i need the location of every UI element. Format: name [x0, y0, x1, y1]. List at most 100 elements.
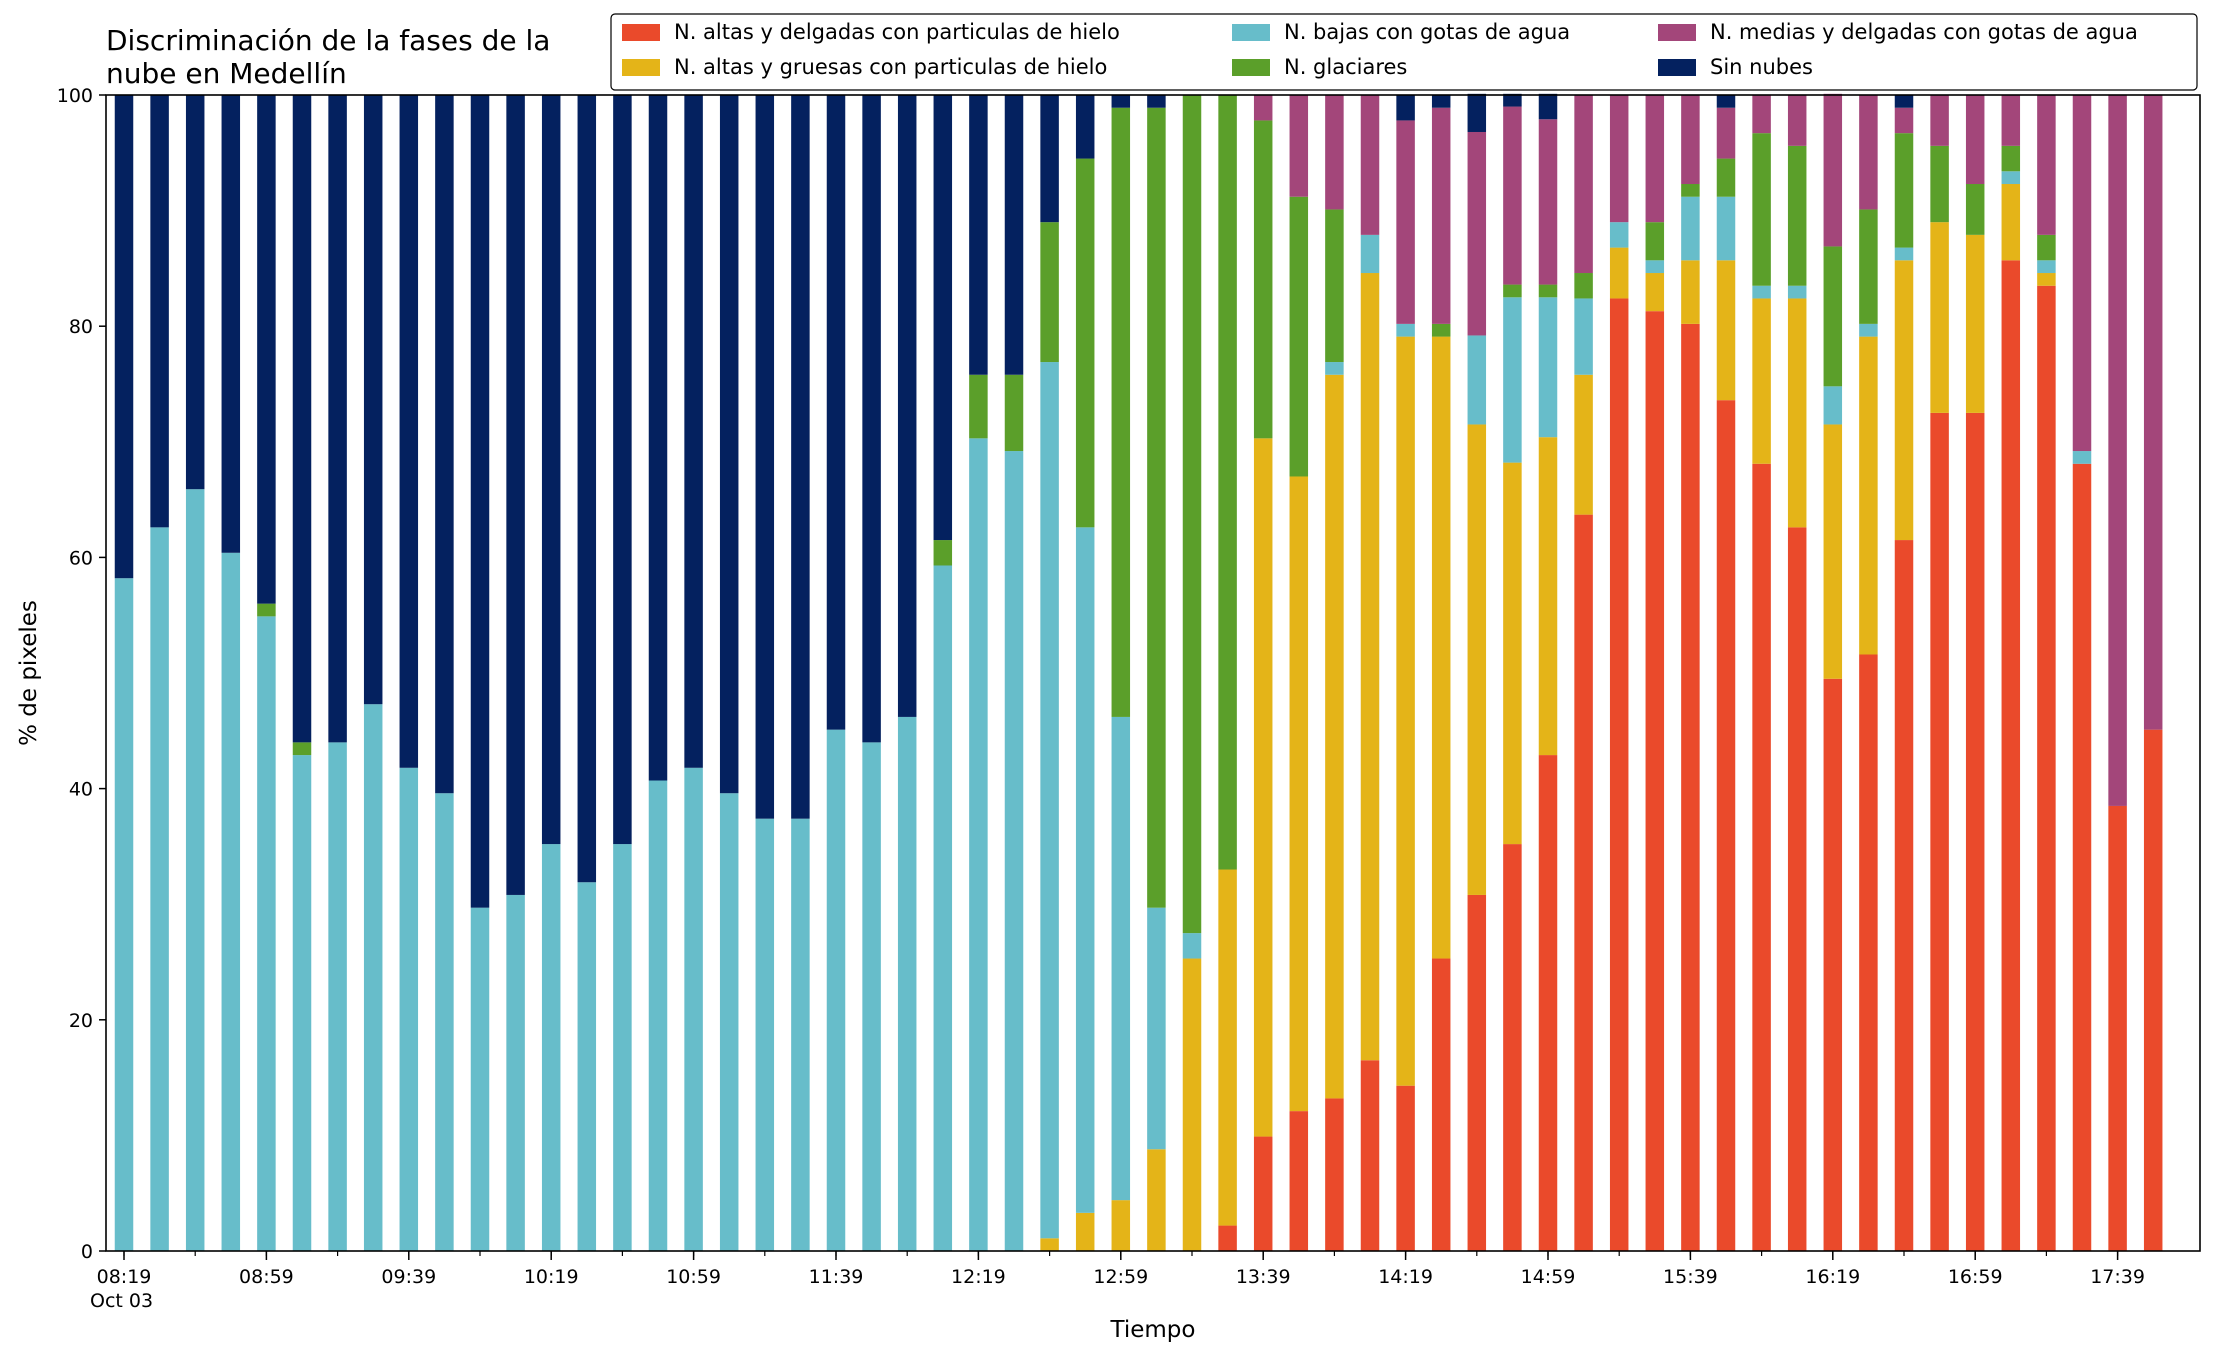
bar-segment-s1-50 [1894, 260, 1914, 541]
bar-segment-s3-5 [292, 742, 312, 756]
bar-segment-s2-28 [1111, 716, 1131, 1201]
bar-segment-s4-40 [1538, 119, 1558, 285]
bar-segment-s0-41 [1574, 514, 1593, 1251]
bar-segment-s0-32 [1253, 1136, 1273, 1251]
bar-segment-s5-10 [470, 95, 490, 908]
bar-segment-s5-17 [719, 95, 739, 794]
bar-segment-s2-40 [1538, 297, 1558, 438]
bar-segment-s3-49 [1859, 209, 1878, 324]
bar-segment-s2-47 [1787, 285, 1807, 299]
bar-segment-s0-48 [1823, 678, 1843, 1251]
bar-segment-s1-41 [1574, 374, 1593, 515]
bar-segment-s2-41 [1574, 298, 1593, 375]
bar-segment-s4-42 [1609, 95, 1629, 223]
bar-segment-s4-39 [1503, 106, 1522, 285]
bar-segment-s5-45 [1716, 95, 1736, 108]
bar-segment-s4-34 [1325, 95, 1344, 210]
bar-segment-s5-50 [1894, 95, 1914, 108]
bar-segment-s2-55 [2072, 451, 2092, 464]
bar-segment-s5-8 [399, 95, 419, 768]
bar-segment-s3-24 [969, 374, 988, 439]
bar-segment-s0-53 [2001, 260, 2021, 1251]
bar-segment-s0-45 [1716, 400, 1736, 1251]
bar-segment-s2-0 [114, 578, 134, 1251]
bar-segment-s2-48 [1823, 386, 1843, 425]
bar-segment-s2-11 [506, 894, 525, 1251]
x-tick-label: 08:19 [97, 1266, 152, 1288]
bar-segment-s2-49 [1859, 323, 1878, 337]
bar-segment-s2-17 [719, 793, 739, 1251]
bar-segment-s2-24 [969, 438, 988, 1252]
bar-segment-s3-52 [1965, 184, 1985, 235]
bar-segment-s3-30 [1182, 95, 1202, 934]
bar-segment-s3-40 [1538, 284, 1558, 298]
bar-segment-s2-46 [1752, 285, 1771, 299]
bar-segment-s1-52 [1965, 234, 1985, 413]
chart-title-line-2: nube en Medellín [106, 57, 347, 90]
legend-label: N. altas y gruesas con particulas de hie… [674, 55, 1107, 79]
bar-segment-s0-57 [2143, 729, 2163, 1251]
bar-segment-s2-15 [648, 780, 668, 1251]
bar-segment-s1-29 [1147, 1149, 1166, 1251]
bar-segment-s2-53 [2001, 171, 2021, 185]
bar-segment-s1-31 [1218, 869, 1237, 1226]
x-tick-label: 11:39 [809, 1266, 864, 1288]
bar-segment-s0-39 [1503, 844, 1522, 1251]
bar-segment-s3-50 [1894, 133, 1914, 248]
bar-segment-s3-37 [1431, 323, 1451, 337]
legend-frame [610, 13, 2198, 91]
bar-segment-s5-27 [1075, 95, 1095, 159]
bar-segment-s0-47 [1787, 527, 1807, 1251]
bar-segment-s1-35 [1360, 273, 1380, 1061]
bar-segment-s2-54 [2037, 260, 2056, 274]
bar-segment-s1-33 [1289, 476, 1309, 1112]
bar-segment-s3-54 [2037, 234, 2056, 261]
bar-segment-s0-55 [2072, 463, 2092, 1251]
bar-segment-s5-6 [328, 95, 347, 743]
bar-segment-s5-0 [114, 95, 134, 579]
bar-segment-s5-40 [1538, 93, 1558, 120]
bar-segment-s3-51 [1930, 145, 1949, 223]
bar-segment-s3-45 [1716, 158, 1736, 197]
bar-segment-s0-49 [1859, 654, 1878, 1251]
legend-label: N. medias y delgadas con gotas de agua [1710, 20, 2138, 44]
bar-segment-s4-32 [1253, 95, 1273, 121]
x-tick-label: 16:19 [1805, 1266, 1860, 1288]
bar-segment-s3-48 [1823, 246, 1843, 387]
bar-segment-s2-5 [292, 755, 312, 1251]
legend-swatch [1658, 24, 1696, 41]
bar-segment-s2-2 [185, 489, 205, 1251]
bar-segment-s4-51 [1930, 95, 1949, 146]
bar-segment-s5-21 [862, 95, 881, 743]
bar-segment-s1-36 [1396, 336, 1415, 1086]
y-tick-label: 100 [57, 85, 93, 107]
x-tick-sublabel: Oct 03 [90, 1290, 153, 1312]
x-axis: 08:19 08:59 09:39 10:19 10:59 11:39 12:19 12:59… [90, 1251, 2145, 1312]
bar-segment-s5-25 [1004, 95, 1024, 375]
legend-swatch [1232, 24, 1270, 41]
x-axis-label: Tiempo [1110, 1317, 1196, 1343]
bar-segment-s0-46 [1752, 463, 1771, 1251]
bar-segment-s2-8 [399, 767, 419, 1251]
bar-segment-s5-9 [435, 95, 454, 794]
bar-segment-s2-27 [1075, 527, 1095, 1213]
x-tick-label: 12:19 [951, 1266, 1006, 1288]
bar-segment-s4-52 [1965, 95, 1985, 185]
bar-segment-s2-13 [577, 882, 597, 1251]
bar-segment-s4-36 [1396, 120, 1415, 324]
bar-segment-s0-50 [1894, 540, 1914, 1251]
bar-segment-s2-9 [435, 793, 454, 1251]
x-tick-label: 08:59 [239, 1266, 294, 1288]
bar-segment-s2-3 [221, 552, 241, 1251]
bar-segment-s4-55 [2072, 95, 2092, 452]
bar-segment-s4-37 [1431, 107, 1451, 324]
x-tick-label: 09:39 [381, 1266, 436, 1288]
bar-segment-s0-36 [1396, 1085, 1415, 1251]
bar-segment-s5-7 [363, 95, 383, 705]
plot-frame [105, 94, 2201, 1252]
bar-segment-s5-29 [1147, 95, 1166, 108]
bar-segment-s2-23 [933, 565, 953, 1251]
bar-segment-s4-46 [1752, 95, 1771, 134]
bar-segment-s5-23 [933, 95, 953, 541]
bar-segment-s1-38 [1467, 424, 1487, 895]
